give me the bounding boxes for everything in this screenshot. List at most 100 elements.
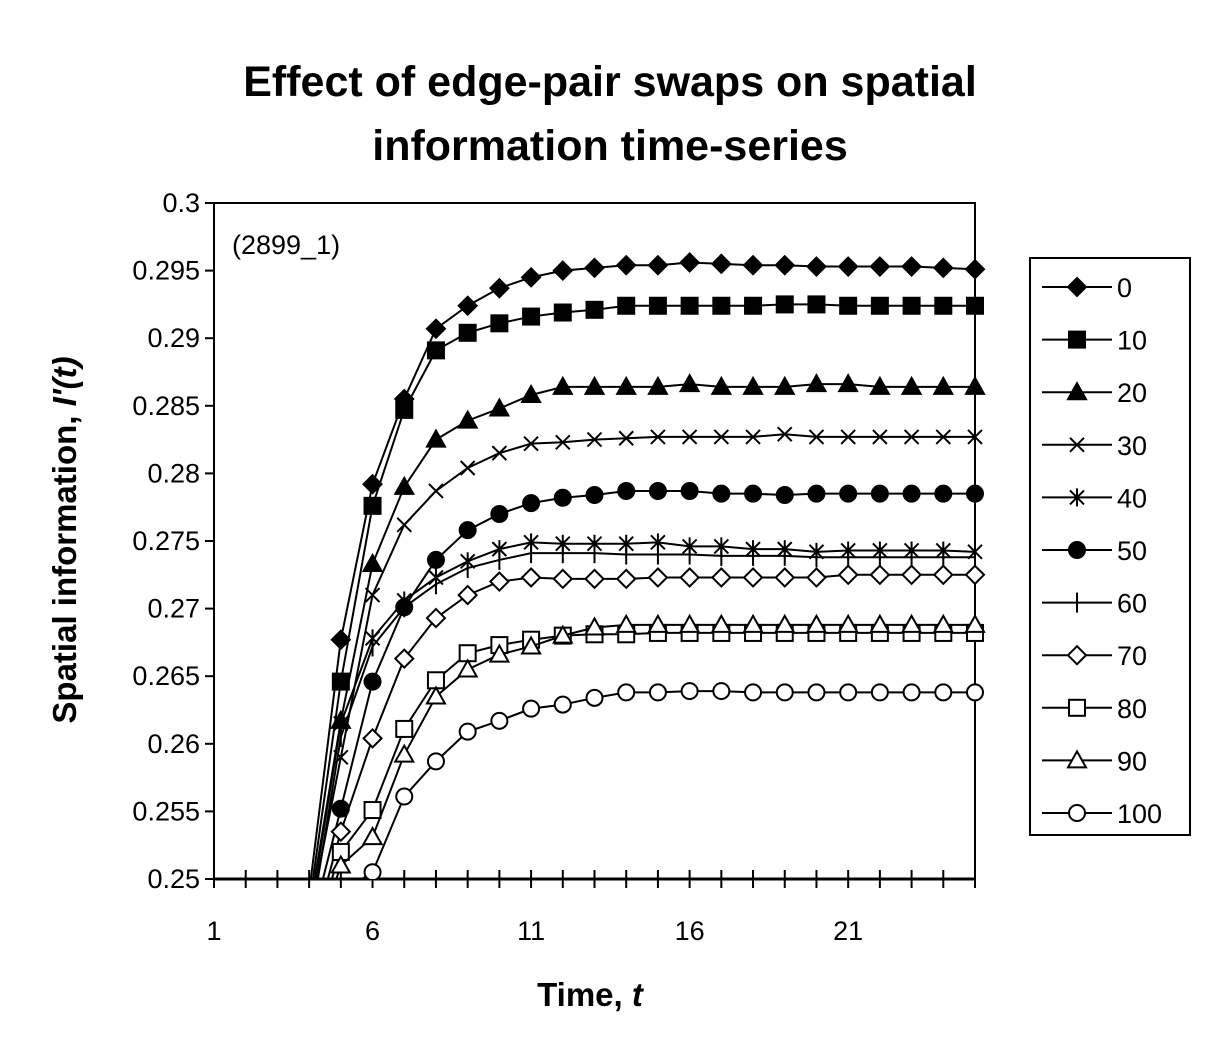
data-point-20 bbox=[393, 475, 415, 495]
data-point-0 bbox=[520, 266, 542, 288]
data-point-0 bbox=[552, 260, 574, 282]
data-point-90 bbox=[361, 826, 384, 846]
x-tick-label: 21 bbox=[833, 916, 863, 946]
legend-item-70: 70 bbox=[1042, 641, 1147, 671]
data-point-50 bbox=[617, 481, 636, 500]
data-point-90 bbox=[488, 643, 511, 663]
data-point-90 bbox=[742, 613, 764, 633]
y-tick-label: 0.25 bbox=[147, 864, 200, 894]
annotation-label: (2899_1) bbox=[232, 230, 340, 260]
data-point-0 bbox=[837, 256, 859, 277]
legend-label: 20 bbox=[1117, 378, 1147, 408]
data-point-10 bbox=[648, 296, 667, 315]
data-point-30 bbox=[840, 429, 856, 445]
y-axis: 0.25 0.255 0.26 0.265 0.27 0.275 0.28 0.285 0.29… bbox=[132, 188, 214, 894]
data-point-10 bbox=[839, 296, 858, 315]
series-line-80 bbox=[330, 631, 975, 879]
data-point-0 bbox=[425, 318, 447, 340]
data-point-30 bbox=[745, 429, 761, 445]
data-point-30 bbox=[650, 429, 666, 445]
data-point-20 bbox=[615, 375, 637, 395]
data-point-50 bbox=[775, 486, 794, 505]
series-90 bbox=[330, 613, 986, 879]
series-line-50 bbox=[321, 489, 975, 879]
data-point-10 bbox=[395, 400, 414, 419]
series-70 bbox=[326, 564, 986, 879]
data-point-20 bbox=[837, 373, 859, 393]
data-point-90 bbox=[552, 624, 574, 644]
data-point-30 bbox=[523, 435, 539, 452]
legend-item-50: 50 bbox=[1042, 536, 1147, 566]
legend-marker-50 bbox=[1068, 541, 1086, 559]
data-point-70 bbox=[837, 564, 859, 586]
data-point-100 bbox=[712, 682, 731, 701]
data-point-90 bbox=[805, 613, 828, 633]
data-point-100 bbox=[934, 683, 953, 702]
data-point-70 bbox=[362, 727, 383, 749]
data-point-50 bbox=[522, 494, 541, 513]
legend-marker-70 bbox=[1066, 644, 1088, 666]
data-point-10 bbox=[331, 672, 350, 691]
x-axis: 1 6 11 16 21 bbox=[206, 870, 976, 946]
data-point-90 bbox=[393, 743, 415, 763]
data-point-70 bbox=[488, 571, 510, 592]
data-point-20 bbox=[900, 375, 923, 395]
data-point-30 bbox=[302, 913, 316, 927]
y-tick-label: 0.26 bbox=[147, 729, 200, 759]
data-point-70 bbox=[901, 564, 922, 586]
y-tick-label: 0.3 bbox=[162, 188, 200, 218]
data-point-10 bbox=[553, 303, 572, 322]
data-point-30 bbox=[967, 429, 983, 445]
data-point-90 bbox=[520, 635, 542, 655]
y-tick-label: 0.255 bbox=[132, 796, 200, 826]
data-point-0 bbox=[647, 254, 669, 276]
data-point-70 bbox=[964, 564, 986, 586]
data-point-100 bbox=[744, 683, 763, 702]
chart-title-line-1: Effect of edge-pair swaps on spatial bbox=[243, 58, 977, 106]
data-point-10 bbox=[712, 296, 731, 315]
legend-item-0: 0 bbox=[1042, 273, 1132, 303]
data-point-30 bbox=[459, 460, 476, 476]
data-point-20 bbox=[647, 375, 669, 395]
legend-label: 60 bbox=[1117, 589, 1147, 619]
data-point-50 bbox=[966, 484, 984, 503]
y-tick-label: 0.275 bbox=[132, 526, 200, 556]
data-point-100 bbox=[617, 683, 636, 702]
data-point-90 bbox=[710, 613, 733, 633]
data-point-70 bbox=[647, 567, 669, 588]
data-point-100 bbox=[458, 722, 477, 741]
series-0 bbox=[309, 252, 986, 879]
data-point-30 bbox=[777, 426, 793, 442]
data-point-30 bbox=[618, 430, 634, 446]
data-point-100 bbox=[902, 683, 921, 702]
data-point-0 bbox=[932, 257, 954, 279]
legend-item-60: 60 bbox=[1042, 589, 1147, 619]
data-point-0 bbox=[742, 254, 764, 276]
data-point-70 bbox=[710, 567, 732, 588]
legend-marker-80 bbox=[1068, 698, 1086, 717]
series-line-60 bbox=[316, 552, 975, 879]
data-point-10 bbox=[426, 341, 445, 360]
y-tick-label: 0.28 bbox=[147, 458, 200, 488]
data-point-100 bbox=[363, 863, 382, 879]
data-point-100 bbox=[775, 683, 794, 702]
legend-marker-20 bbox=[1066, 381, 1088, 401]
data-point-90 bbox=[330, 854, 352, 874]
data-point-0 bbox=[964, 258, 986, 280]
data-point-10 bbox=[490, 314, 509, 333]
data-point-100 bbox=[807, 683, 826, 702]
legend-marker-40 bbox=[1069, 488, 1085, 507]
x-tick-label: 6 bbox=[365, 916, 380, 946]
data-point-0 bbox=[330, 629, 352, 651]
data-point-90 bbox=[678, 613, 701, 633]
data-point-100 bbox=[585, 688, 604, 707]
data-point-30 bbox=[935, 429, 951, 445]
legend-label: 30 bbox=[1117, 431, 1147, 461]
legend-item-100: 100 bbox=[1042, 799, 1162, 829]
data-point-80 bbox=[363, 801, 382, 820]
data-point-30 bbox=[428, 483, 444, 499]
data-point-30 bbox=[872, 429, 888, 445]
data-point-10 bbox=[458, 323, 477, 342]
data-point-20 bbox=[425, 428, 447, 448]
data-point-10 bbox=[902, 296, 921, 315]
